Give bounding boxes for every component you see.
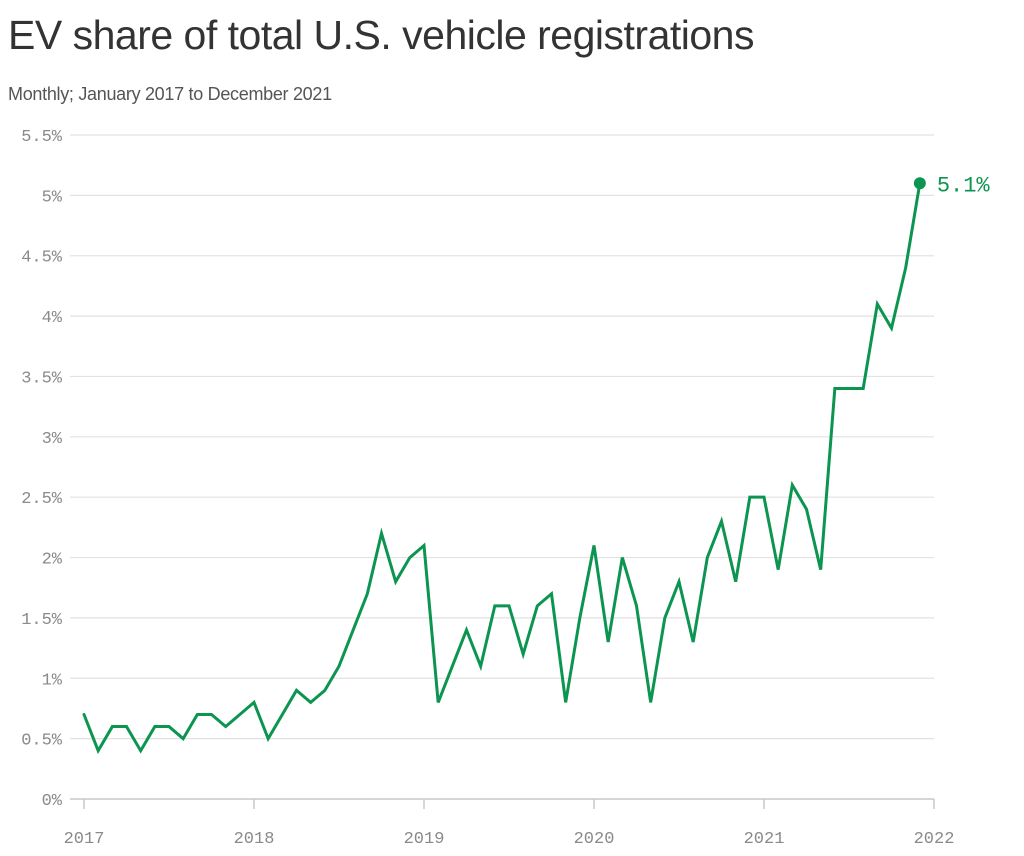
y-tick-label: 5% [42, 188, 63, 207]
y-tick-label: 2% [42, 551, 63, 570]
y-tick-label: 1% [42, 671, 63, 690]
y-tick-label: 3.5% [21, 369, 63, 388]
chart-subtitle: Monthly; January 2017 to December 2021 [8, 84, 332, 104]
y-tick-label: 4.5% [21, 249, 63, 268]
y-tick-label: 3% [42, 430, 63, 449]
x-tick-label: 2018 [234, 830, 275, 849]
x-tick-label: 2017 [64, 830, 105, 849]
x-tick-label: 2020 [574, 830, 615, 849]
x-tick-label: 2021 [744, 830, 785, 849]
x-tick-label: 2019 [404, 830, 445, 849]
y-tick-label: 0% [42, 792, 63, 811]
ev-share-line [82, 181, 922, 755]
x-tick-label: 2022 [914, 830, 955, 849]
y-tick-label: 0.5% [21, 732, 63, 751]
x-axis-tick-labels: 2017 2018 2019 2020 2021 2022 [64, 830, 955, 849]
y-tick-label: 1.5% [21, 611, 63, 630]
y-tick-label: 4% [42, 309, 63, 328]
grid-lines [70, 134, 934, 740]
annotation-layer: 5.1% [913, 173, 991, 198]
series-layer [82, 181, 922, 755]
y-tick-label: 2.5% [21, 490, 63, 509]
x-axis [70, 798, 935, 809]
y-axis-tick-labels: 0% 0.5% 1% 1.5% 2% 2.5% 3% 3.5% 4% 4.5% 5% 5.5% [21, 128, 63, 811]
chart-title: EV share of total U.S. vehicle registrat… [8, 12, 754, 58]
y-tick-label: 5.5% [21, 128, 63, 147]
last-value-label: 5.1% [937, 173, 991, 198]
last-point-marker [913, 177, 926, 190]
